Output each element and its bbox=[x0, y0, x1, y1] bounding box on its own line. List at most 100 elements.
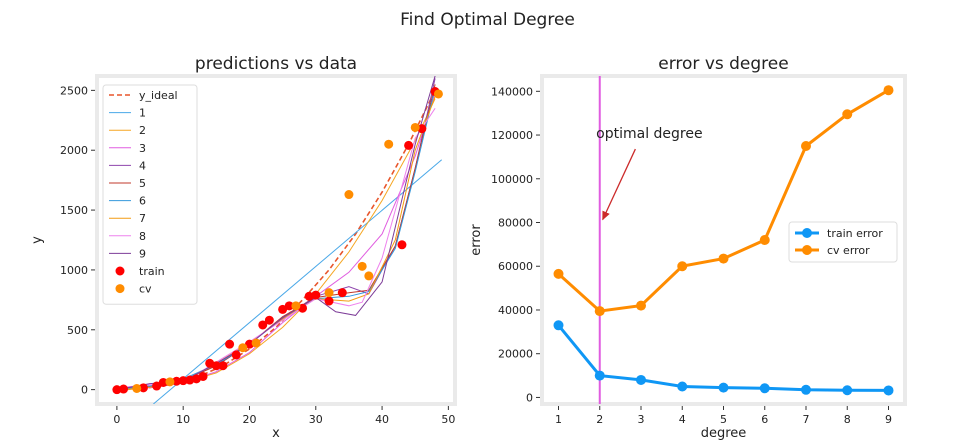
x-tick-label: 4 bbox=[679, 413, 686, 426]
train-error-point bbox=[553, 320, 564, 331]
train-point bbox=[417, 124, 427, 134]
cv-point bbox=[433, 89, 443, 99]
train-point bbox=[337, 288, 347, 298]
train-point bbox=[264, 315, 274, 325]
train-point bbox=[225, 339, 235, 349]
x-axis-label: x bbox=[272, 426, 280, 441]
cv-error-point bbox=[759, 235, 770, 245]
train-point bbox=[172, 376, 182, 386]
cv-point bbox=[291, 301, 301, 311]
x-tick-label: 20 bbox=[242, 413, 256, 426]
x-tick-label: 0 bbox=[113, 413, 120, 426]
cv-error-point bbox=[801, 140, 811, 151]
y-tick-label: 40000 bbox=[498, 304, 533, 317]
cv-error-point bbox=[718, 253, 729, 264]
train-error-point bbox=[594, 370, 605, 381]
y-tick-label: 0 bbox=[81, 384, 88, 397]
y-tick-label: 100000 bbox=[491, 173, 533, 186]
legend-label: cv bbox=[139, 283, 152, 296]
train-point bbox=[112, 385, 122, 395]
train-error-point bbox=[883, 385, 894, 396]
cv-point bbox=[165, 377, 175, 387]
legend-label: train error bbox=[827, 227, 883, 240]
x-tick-label: 8 bbox=[844, 413, 851, 426]
train-point bbox=[185, 375, 195, 385]
x-tick-label: 10 bbox=[176, 413, 190, 426]
x-tick-label: 7 bbox=[803, 413, 810, 426]
train-point bbox=[244, 339, 254, 349]
x-axis-label: degree bbox=[701, 426, 747, 441]
y-tick-label: 60000 bbox=[498, 260, 533, 273]
legend-marker bbox=[115, 284, 125, 294]
cv-point bbox=[410, 122, 420, 132]
legend: train error cv error bbox=[788, 221, 898, 263]
x-tick-label: 3 bbox=[638, 413, 645, 426]
train-error-point bbox=[636, 374, 646, 385]
y-tick-label: 500 bbox=[67, 324, 88, 337]
x-tick-label: 6 bbox=[761, 413, 768, 426]
train-point bbox=[211, 361, 221, 371]
chart-title: predictions vs data bbox=[195, 54, 357, 74]
legend-label: 6 bbox=[139, 195, 146, 208]
cv-point bbox=[344, 190, 354, 200]
legend-label: 7 bbox=[139, 212, 146, 225]
train-point bbox=[231, 350, 241, 360]
chart-title: error vs degree bbox=[658, 54, 788, 74]
cv-point bbox=[238, 343, 248, 353]
train-error-point bbox=[718, 382, 729, 393]
y-tick-label: 2000 bbox=[60, 144, 88, 157]
y-tick-label: 80000 bbox=[498, 217, 533, 230]
train-point bbox=[397, 240, 407, 250]
y-tick-label: 20000 bbox=[498, 348, 533, 361]
cv-point bbox=[384, 139, 394, 149]
legend: y_ideal 1 2 3 4 5 6 7 8 9 train cv bbox=[102, 84, 198, 305]
legend-marker bbox=[802, 228, 812, 238]
legend-label: 8 bbox=[139, 230, 146, 243]
cv-error-point bbox=[883, 85, 894, 96]
y-tick-label: 2500 bbox=[60, 84, 88, 97]
train-point bbox=[324, 296, 334, 306]
cv-error-point bbox=[594, 306, 605, 317]
cv-point bbox=[364, 271, 374, 281]
series-line-1 bbox=[153, 159, 443, 404]
x-tick-label: 40 bbox=[375, 413, 389, 426]
legend-box bbox=[102, 84, 198, 305]
train-point bbox=[178, 376, 188, 386]
train-point bbox=[198, 371, 208, 381]
legend-label: 9 bbox=[139, 247, 146, 260]
train-point bbox=[218, 361, 228, 371]
legend-label: y_ideal bbox=[139, 89, 178, 102]
train-point bbox=[152, 381, 162, 391]
legend-label: 5 bbox=[139, 177, 146, 190]
train-error-point bbox=[842, 385, 853, 396]
y-tick-label: 0 bbox=[526, 391, 533, 404]
legend-label: train bbox=[139, 265, 165, 278]
train-point bbox=[284, 301, 294, 311]
y-tick-label: 140000 bbox=[491, 85, 533, 98]
x-tick-label: 9 bbox=[885, 413, 892, 426]
figure-title: Find Optimal Degree bbox=[400, 10, 575, 30]
x-tick-label: 5 bbox=[720, 413, 727, 426]
cv-error-point bbox=[842, 109, 853, 120]
cv-error-point bbox=[553, 268, 564, 279]
cv-point bbox=[357, 261, 367, 271]
legend-label: 4 bbox=[139, 159, 146, 172]
series-line-0 bbox=[116, 90, 436, 391]
legend-label: 1 bbox=[139, 107, 146, 120]
annotation-text: optimal degree bbox=[596, 126, 702, 142]
cv-point bbox=[132, 383, 142, 393]
train-point bbox=[404, 140, 414, 150]
plot-content bbox=[112, 76, 443, 404]
x-tick-label: 2 bbox=[596, 413, 603, 426]
cv-point bbox=[251, 338, 261, 348]
train-point bbox=[138, 383, 148, 393]
cv-error-point bbox=[677, 261, 688, 272]
legend-marker bbox=[115, 266, 125, 276]
train-error-point bbox=[801, 384, 811, 395]
legend-label: 2 bbox=[139, 124, 146, 137]
legend-marker bbox=[802, 245, 812, 255]
x-tick-label: 30 bbox=[309, 413, 323, 426]
